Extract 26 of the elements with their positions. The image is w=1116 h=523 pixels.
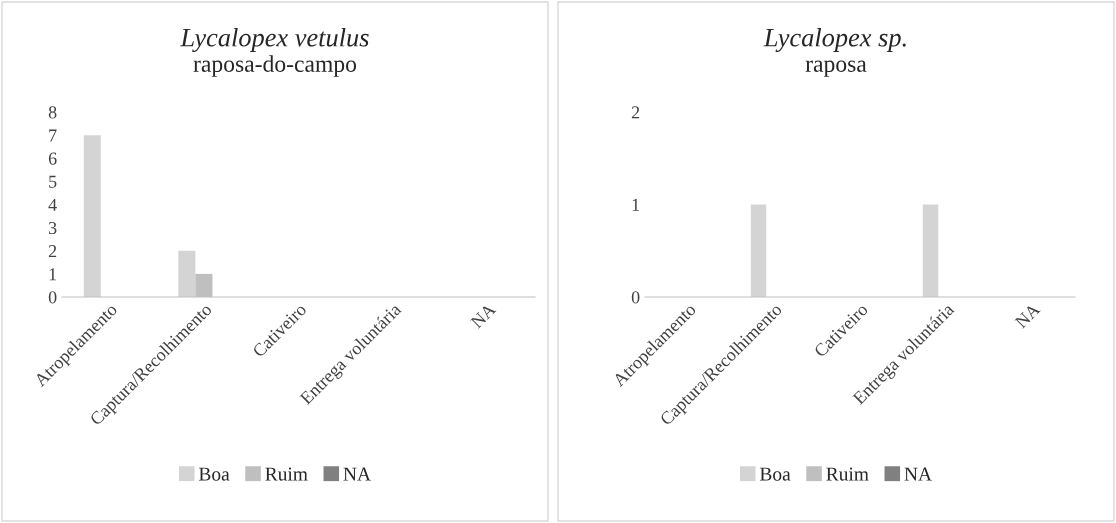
legend-label: Ruim <box>265 467 308 481</box>
y-tick-label: 2 <box>631 106 640 119</box>
chart-title: Lycalopex vetulus <box>180 28 369 52</box>
y-tick-label: 0 <box>48 291 57 304</box>
chart-title: Lycalopex sp. <box>763 28 906 52</box>
x-tick-label: NA <box>1014 302 1041 329</box>
y-tick-label: 0 <box>631 291 640 304</box>
legend-label: Boa <box>198 467 230 481</box>
chart-subtitle: raposa-do-campo <box>193 55 357 77</box>
y-tick-label: 8 <box>48 106 57 119</box>
bar <box>83 135 101 297</box>
legend-label: Ruim <box>826 467 869 481</box>
legend-label: NA <box>343 467 371 481</box>
y-tick-label: 3 <box>48 221 57 235</box>
legend-label: NA <box>904 467 932 481</box>
y-tick-label: 4 <box>48 198 57 211</box>
bar <box>178 250 196 297</box>
x-tick-label: NA <box>470 302 497 329</box>
y-tick-label: 2 <box>48 245 57 258</box>
y-tick-label: 5 <box>49 175 57 188</box>
y-tick-label: 7 <box>49 129 57 142</box>
y-tick-label: 6 <box>48 152 57 165</box>
y-tick-label: 1 <box>632 198 640 211</box>
legend-label: Boa <box>759 467 791 481</box>
y-tick-label: 1 <box>49 268 57 281</box>
chart-subtitle: raposa <box>805 60 867 77</box>
